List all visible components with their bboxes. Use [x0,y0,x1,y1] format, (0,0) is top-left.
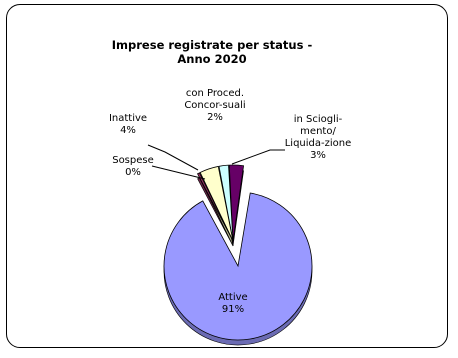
slice-label-con-proced-concor-suali: con Proced. Concor-suali 2% [184,88,245,123]
chart-title: Imprese registrate per status -Anno 2020 [112,38,313,66]
slice-label-attive: Attive 91% [218,292,247,315]
leader-line-sospese [151,165,206,180]
leader-line-inattive [147,144,199,171]
pie-slices [163,164,313,346]
chart-title-line: Imprese registrate per status - [112,38,313,52]
leader-line-in-sciogli-mento-liquida-zione [231,149,285,165]
slice-label-inattive: Inattive 4% [109,113,147,136]
chart-title-line: Anno 2020 [177,52,246,66]
leader-lines [147,144,285,180]
pie-slice-sospese [197,172,234,247]
slice-label-sospese: Sospese 0% [112,155,154,178]
pie-slice-attive [163,192,313,346]
pie-slice-in-sciogli-mento-liquida-zione [228,164,245,247]
slice-labels: Attive 91% Sospese 0% Inattive 4% con Proced. C… [109,88,351,315]
slice-label-in-sciogli-mento-liquida-zione: in Sciogli-mento/Liquida-zione 3% [285,114,352,161]
